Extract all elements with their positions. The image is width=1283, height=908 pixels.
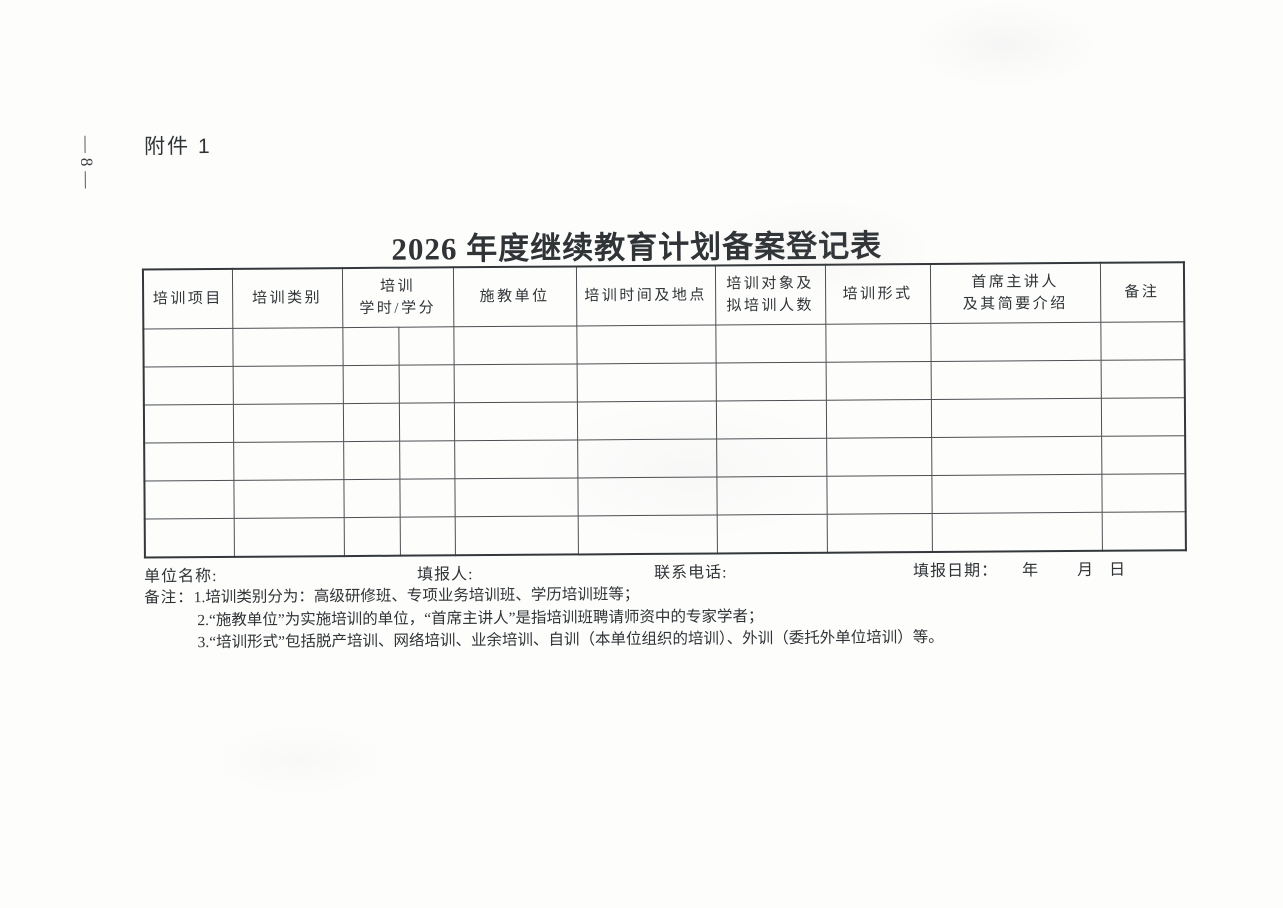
header-cell-training-category: 培训类别 [231, 268, 343, 329]
table-cell [398, 364, 454, 404]
notes-block: 备注：1.培训类别分为：高级研修班、专项业务培训班、学历培训班等； 2.“施教单… [144, 582, 944, 655]
header-line-1: 培训类别 [252, 289, 323, 307]
filler-label: 填报人: [417, 566, 474, 584]
phone-label: 联系电话: [654, 564, 728, 582]
table-cell [716, 438, 827, 477]
table-cell [826, 437, 932, 477]
table-cell [343, 441, 400, 480]
table-cell [576, 324, 716, 364]
table-cell [454, 515, 578, 556]
table-cell [716, 476, 827, 515]
table-cell [931, 436, 1102, 476]
table-cell [399, 516, 455, 556]
page-number-vertical: —8— [77, 135, 97, 194]
header-line-2: 学时/学分 [359, 300, 437, 317]
table-cell [1100, 359, 1185, 399]
table-cell [1101, 473, 1186, 513]
table-cell [576, 362, 716, 402]
table-cell [398, 402, 455, 442]
table-cell [143, 404, 234, 443]
table-cell [1100, 321, 1185, 361]
table-cell [343, 517, 400, 557]
table-cell [577, 476, 717, 516]
table-cell [233, 517, 344, 557]
table-cell [342, 365, 399, 404]
header-cell-remarks: 备注 [1099, 262, 1185, 323]
day-label: 日 [1109, 561, 1127, 579]
notes-label: 备注： [144, 589, 194, 607]
unit-name-label: 单位名称: [144, 567, 218, 586]
table-cell [398, 326, 454, 366]
table-cell [577, 438, 717, 478]
table-cell [930, 360, 1101, 400]
header-cell-training-hours-credits: 培训学时/学分 [341, 267, 454, 328]
table-cell [399, 440, 455, 480]
table-cell [144, 518, 234, 558]
header-line-1: 备注 [1124, 284, 1160, 301]
note-line-3: 3.“培训形式”包括脱产培训、网络培训、业余培训、自训（本单位组织的培训）、外训… [197, 628, 944, 652]
header-line-1: 培训对象及 [726, 275, 814, 292]
header-line-1: 首席主讲人 [971, 273, 1059, 291]
header-cell-teaching-unit: 施教单位 [452, 266, 577, 327]
table-cell [931, 474, 1102, 514]
table-cell [232, 327, 343, 367]
table-cell [1101, 435, 1186, 475]
table-cell [715, 362, 826, 401]
table-cell [1101, 511, 1186, 551]
header-line-2: 拟培训人数 [726, 297, 815, 315]
table-cell [576, 400, 717, 440]
month-label: 月 [1077, 561, 1095, 579]
table-cell [716, 514, 827, 554]
year-label: 年 [1022, 562, 1040, 580]
table-cell [825, 399, 932, 439]
header-line-1: 培训形式 [842, 285, 913, 303]
table-cell [930, 322, 1101, 362]
table-cell [342, 327, 399, 366]
header-cell-training-form: 培训形式 [824, 263, 931, 325]
table-cell [143, 366, 233, 405]
registration-table: 培训项目 培训类别 培训学时/学分 施教单位 培训时间及地点 培训对象及拟培训人… [141, 261, 1187, 559]
header-line-2: 及其简要介绍 [962, 296, 1068, 313]
table-cell [342, 403, 400, 442]
header-cell-training-target-count: 培训对象及拟培训人数 [714, 264, 826, 325]
table-cell [715, 400, 827, 439]
table-cell [825, 361, 931, 401]
note-text: 1.培训类别分为：高级研修班、专项业务培训班、学历培训班等； [193, 586, 640, 607]
header-line-1: 培训 [380, 278, 416, 295]
table-cell [232, 365, 343, 405]
table-row [144, 511, 1186, 558]
table-cell [144, 442, 234, 481]
table-cell [233, 479, 344, 519]
date-label: 填报日期： [913, 562, 999, 581]
header-cell-chief-lecturer-intro: 首席主讲人及其简要介绍 [929, 262, 1101, 324]
table-cell [232, 403, 344, 443]
header-line-1: 培训时间及地点 [584, 287, 707, 305]
table-cell [144, 480, 234, 519]
table-cell [826, 513, 932, 553]
table-cell [1100, 397, 1186, 437]
table-cell [143, 328, 233, 367]
table-cell [453, 401, 578, 441]
header-line-1: 施教单位 [479, 288, 550, 305]
table-cell [826, 475, 932, 515]
table-cell [454, 477, 578, 517]
table-cell [715, 324, 826, 363]
header-cell-training-project: 培训项目 [142, 268, 233, 329]
table-cell [453, 363, 577, 403]
table-cell [399, 478, 455, 518]
header-line-1: 培训项目 [152, 290, 223, 308]
attachment-label: 附件 1 [144, 134, 212, 159]
table-cell [931, 512, 1102, 552]
table-cell [454, 439, 578, 479]
header-cell-training-time-place: 培训时间及地点 [575, 265, 716, 326]
table-cell [930, 398, 1102, 438]
table-cell [453, 325, 577, 365]
table-cell [343, 479, 400, 518]
table-cell [577, 514, 717, 555]
table-cell [233, 441, 344, 481]
table-header-row: 培训项目 培训类别 培训学时/学分 施教单位 培训时间及地点 培训对象及拟培训人… [142, 262, 1185, 329]
table-cell [825, 323, 931, 363]
